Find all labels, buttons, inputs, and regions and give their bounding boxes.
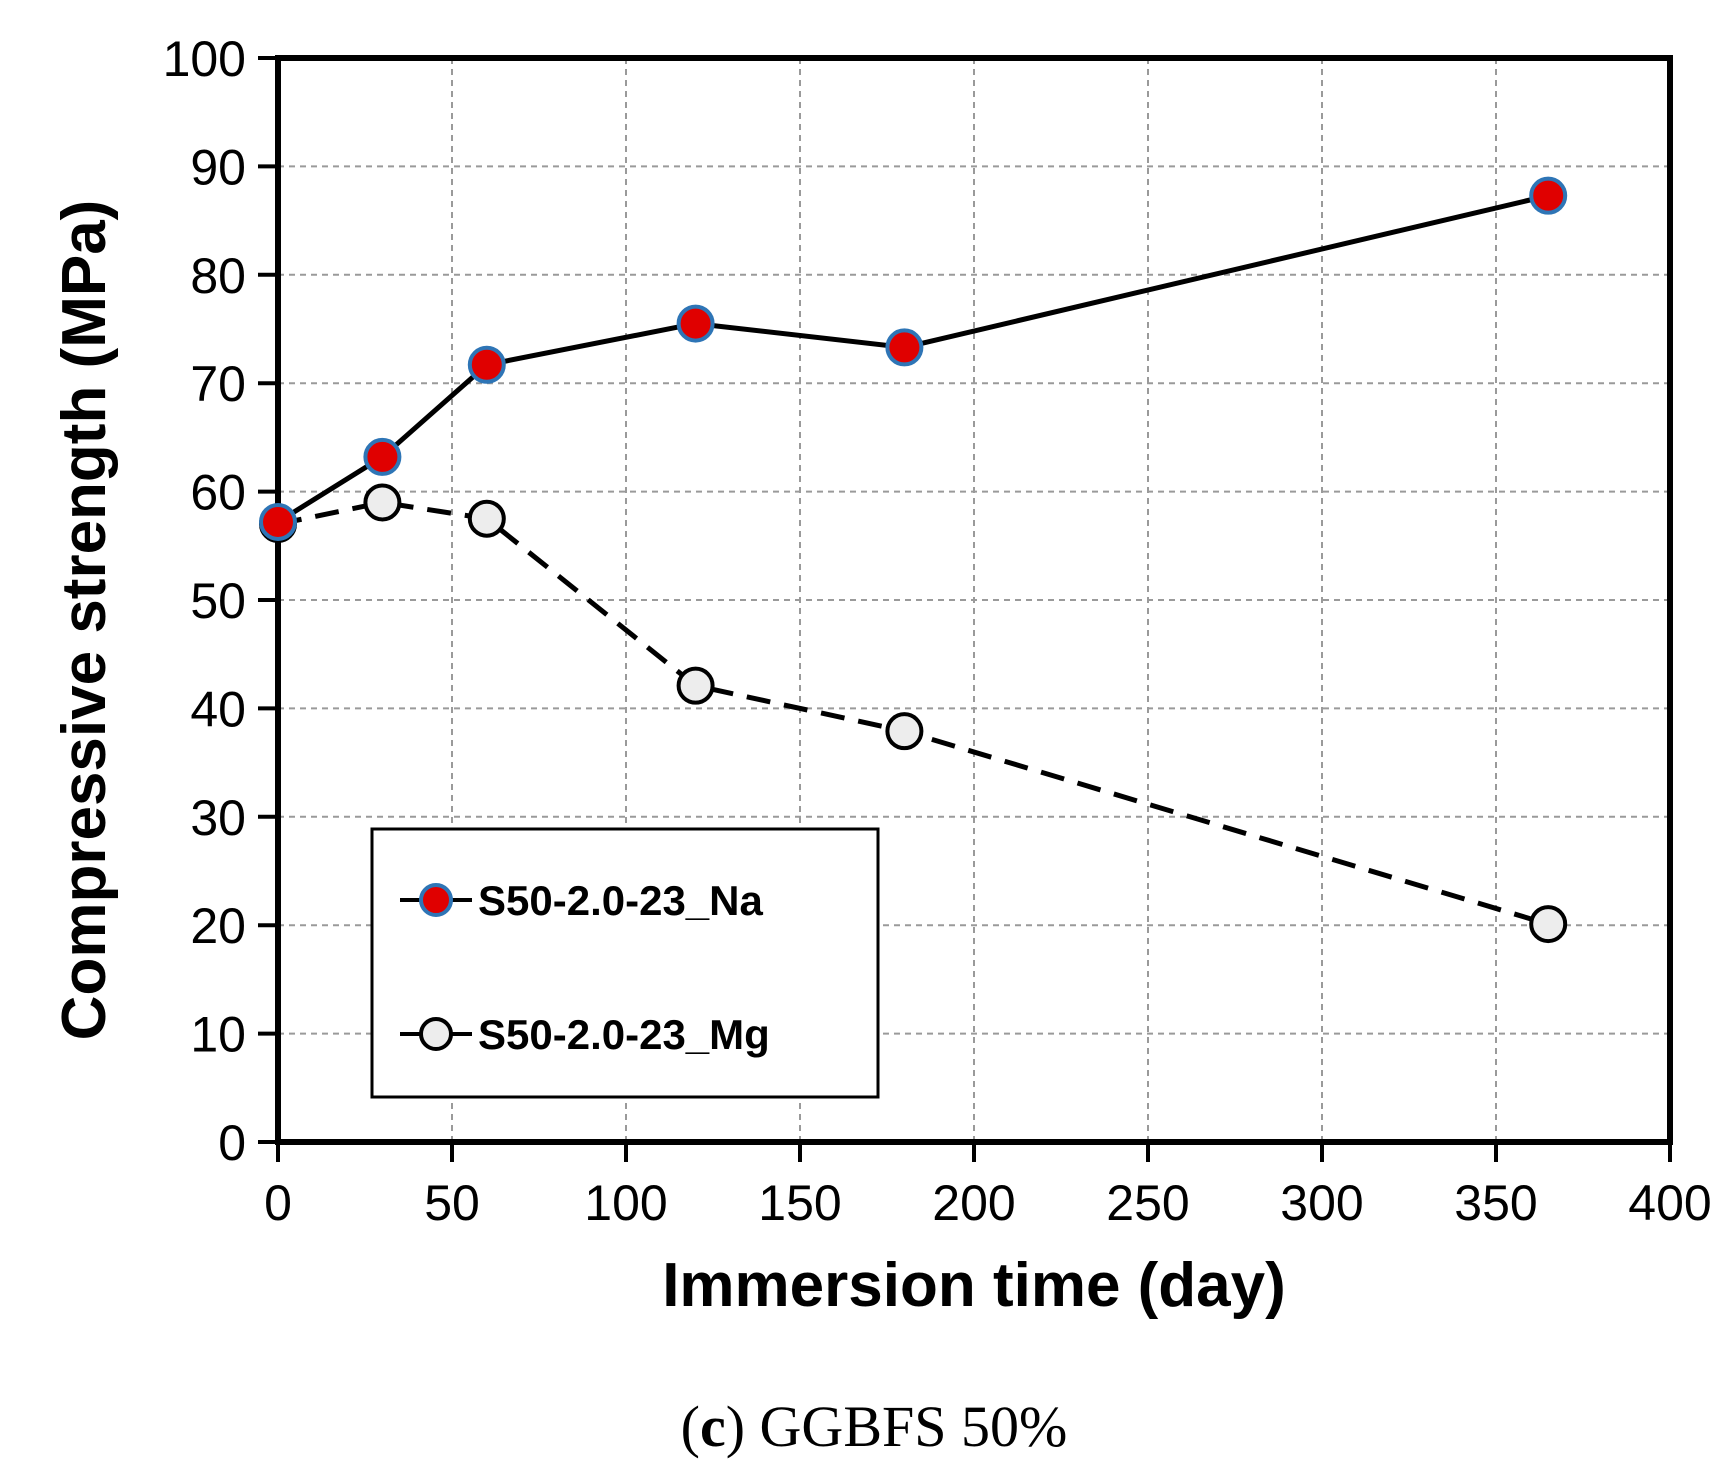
x-axis-title: Immersion time (day)	[662, 1251, 1286, 1320]
series-line-1	[276, 193, 1549, 525]
x-tick-label: 0	[264, 1175, 292, 1231]
y-tick-label: 50	[190, 573, 246, 629]
caption-part-3: )	[726, 1394, 745, 1459]
x-tick-label: 400	[1628, 1175, 1711, 1231]
y-tick-label: 0	[218, 1115, 246, 1171]
data-point-series-1	[363, 437, 402, 476]
x-tick-label: 50	[424, 1175, 480, 1231]
figure-caption: (c) GGBFS 50%	[681, 1394, 1068, 1459]
data-point-series-2	[467, 499, 506, 538]
data-point-series-1	[259, 502, 297, 541]
y-tick-label: 70	[190, 356, 246, 412]
legend-label-1: S50-2.0-23_Na	[478, 877, 763, 924]
caption-part-4: GGBFS 50%	[745, 1394, 1067, 1459]
x-tick-label: 300	[1280, 1175, 1363, 1231]
x-tick-label: 200	[932, 1175, 1015, 1231]
y-tick-label: 90	[190, 139, 246, 195]
x-tick-label: 250	[1106, 1175, 1189, 1231]
y-tick-label: 60	[190, 465, 246, 521]
y-tick-label: 30	[190, 790, 246, 846]
legend-marker-1	[419, 883, 453, 917]
y-tick-label: 80	[190, 248, 246, 304]
y-axis-title: Compressive strength (MPa)	[50, 200, 119, 1041]
caption-part-2: c	[700, 1394, 726, 1459]
data-point-series-1	[676, 304, 715, 343]
data-point-series-2	[885, 712, 924, 751]
y-tick-label: 40	[190, 681, 246, 737]
legend-marker-2	[419, 1017, 453, 1051]
data-point-series-2	[363, 483, 402, 522]
x-tick-label: 350	[1454, 1175, 1537, 1231]
legend-box	[370, 827, 880, 1099]
data-point-series-1	[1529, 176, 1568, 215]
y-tick-label: 10	[190, 1007, 246, 1063]
y-tick-label: 100	[163, 31, 246, 87]
caption-part-1: (	[681, 1394, 700, 1459]
data-point-series-1	[467, 345, 506, 384]
data-point-series-2	[676, 666, 715, 705]
x-tick-label: 150	[758, 1175, 841, 1231]
legend-label-2: S50-2.0-23_Mg	[478, 1011, 770, 1058]
data-point-series-2	[1529, 905, 1568, 944]
x-tick-label: 100	[584, 1175, 667, 1231]
data-point-series-1	[885, 328, 924, 367]
y-tick-label: 20	[190, 898, 246, 954]
